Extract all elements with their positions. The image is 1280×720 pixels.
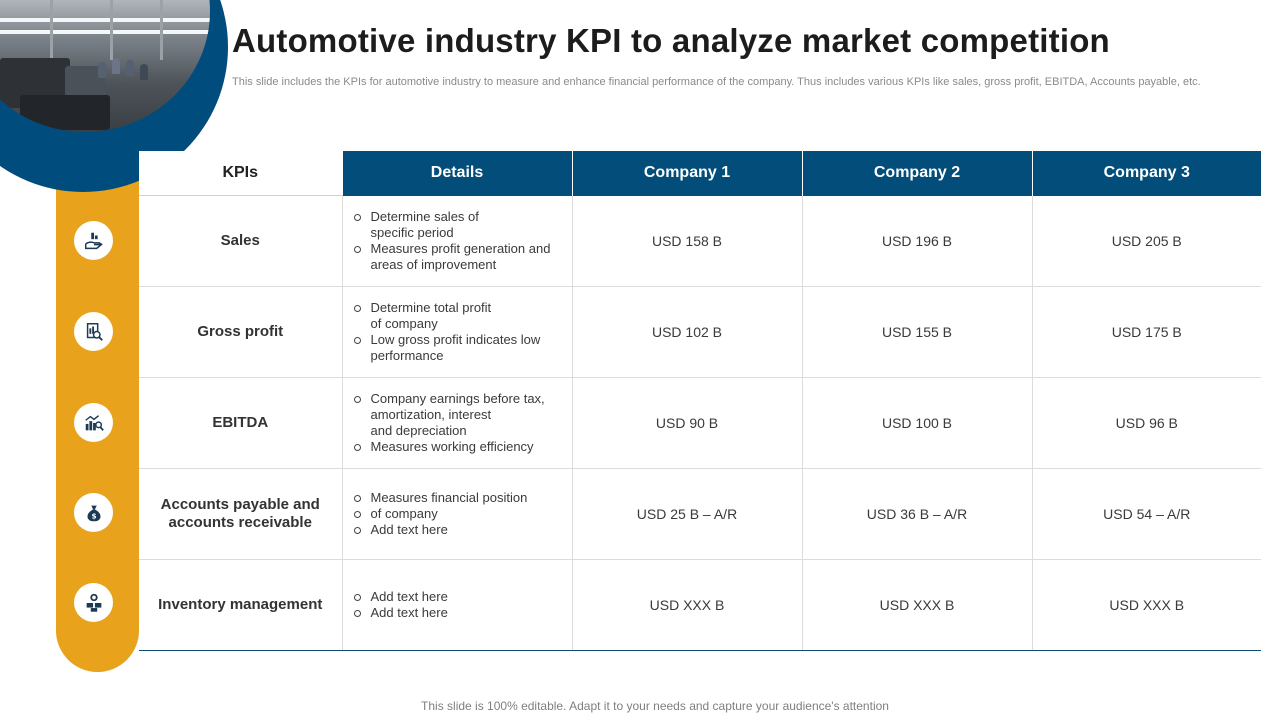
footer-note: This slide is 100% editable. Adapt it to… [421,699,889,713]
money-hand-icon [74,221,113,260]
company-2-value: USD XXX B [801,559,1032,651]
kpi-details: Measures financial position of company A… [341,468,572,560]
kpi-name: EBITDA [139,377,342,469]
kpi-name: Accounts payable and accounts receivable [139,468,342,560]
kpi-details: Determine total profit of company Low gro… [341,286,572,378]
detail-item: Measures financial position [353,490,562,506]
kpi-name: Gross profit [139,286,342,378]
page-title: Automotive industry KPI to analyze marke… [232,22,1110,59]
table-header-row: KPIs Details Company 1 Company 2 Company… [139,151,1261,196]
company-3-value: USD 175 B [1031,286,1261,378]
company-2-value: USD 155 B [801,286,1032,378]
company-1-value: USD 90 B [571,377,802,469]
header-company-3: Company 3 [1031,151,1261,196]
company-1-value: USD 102 B [571,286,802,378]
money-bag-icon: $ [74,493,113,532]
detail-item: Determine sales of specific period [353,209,562,241]
table-row: Inventory management Add text here Add t… [139,559,1261,651]
detail-item: of company [353,506,562,522]
kpi-details: Company earnings before tax, amortization… [341,377,572,469]
header-company-1: Company 1 [571,151,802,196]
detail-item: Measures working efficiency [353,439,562,455]
table-row: EBITDA Company earnings before tax, amort… [139,377,1261,469]
detail-item: Company earnings before tax, amortization… [353,391,562,439]
header-company-2: Company 2 [801,151,1032,196]
company-1-value: USD 158 B [571,195,802,287]
svg-text:$: $ [91,511,96,520]
company-2-value: USD 100 B [801,377,1032,469]
company-3-value: USD 205 B [1031,195,1261,287]
table-row: Sales Determine sales of specific period … [139,195,1261,287]
page-subtitle: This slide includes the KPIs for automot… [232,76,1201,88]
kpi-name: Sales [139,195,342,287]
detail-item: Measures profit generation and areas of i… [353,241,562,273]
chart-magnifier-icon [74,403,113,442]
kpi-table: KPIs Details Company 1 Company 2 Company… [139,151,1261,651]
company-1-value: USD 25 B – A/R [571,468,802,560]
company-3-value: USD XXX B [1031,559,1261,651]
company-3-value: USD 54 – A/R [1031,468,1261,560]
header-details: Details [341,151,572,196]
table-row: Accounts payable and accounts receivable … [139,468,1261,560]
detail-item: Low gross profit indicates low performanc… [353,332,562,364]
kpi-name: Inventory management [139,559,342,651]
kpi-details: Determine sales of specific period Measur… [341,195,572,287]
table-row: Gross profit Determine total profit of co… [139,286,1261,378]
company-2-value: USD 36 B – A/R [801,468,1032,560]
detail-item: Add text here [353,605,562,621]
kpi-details: Add text here Add text here [341,559,572,651]
header-kpis: KPIs [139,151,342,196]
report-search-icon [74,312,113,351]
accent-yellow-bar [56,130,139,672]
company-1-value: USD XXX B [571,559,802,651]
company-3-value: USD 96 B [1031,377,1261,469]
detail-item: Add text here [353,522,562,538]
boxes-gear-icon [74,583,113,622]
detail-item: Determine total profit of company [353,300,562,332]
company-2-value: USD 196 B [801,195,1032,287]
detail-item: Add text here [353,589,562,605]
